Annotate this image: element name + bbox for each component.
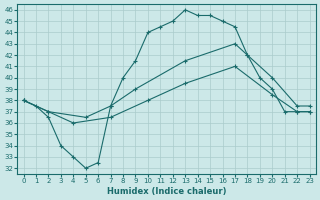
X-axis label: Humidex (Indice chaleur): Humidex (Indice chaleur) bbox=[107, 187, 226, 196]
